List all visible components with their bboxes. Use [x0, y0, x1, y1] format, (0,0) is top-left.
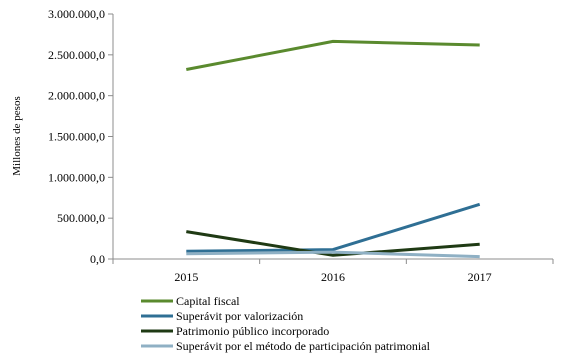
y-tick-label: 500.000,0 [57, 211, 105, 225]
legend-entry-label: Capital fiscal [176, 294, 240, 308]
series-line [186, 250, 480, 259]
y-tick-label: 3.000.000,0 [48, 7, 105, 21]
legend-entry-label: Superávit por valorización [176, 309, 303, 323]
x-tick-label: 2015 [174, 270, 198, 284]
series-line [186, 39, 480, 71]
x-tick-label: 2017 [468, 270, 492, 284]
x-tick-label: 2016 [321, 270, 345, 284]
y-tick-label: 0,0 [90, 252, 105, 266]
y-tick-label: 1.000.000,0 [48, 170, 105, 184]
plot-area: 0,0 500.000,0 1.000.000,0 1.500.000,0 2.000.… [48, 7, 554, 284]
legend-entry-label: Superávit por el método de participación… [176, 339, 431, 353]
y-tick-label: 1.500.000,0 [48, 130, 105, 144]
y-tick-label: 2.000.000,0 [48, 89, 105, 103]
legend-entry-label: Patrimonio público incorporado [176, 324, 329, 338]
series-line [186, 230, 480, 257]
y-tick-label: 2.500.000,0 [48, 48, 105, 62]
y-axis-title: Millones de pesos [11, 96, 23, 175]
series-line [186, 202, 481, 253]
